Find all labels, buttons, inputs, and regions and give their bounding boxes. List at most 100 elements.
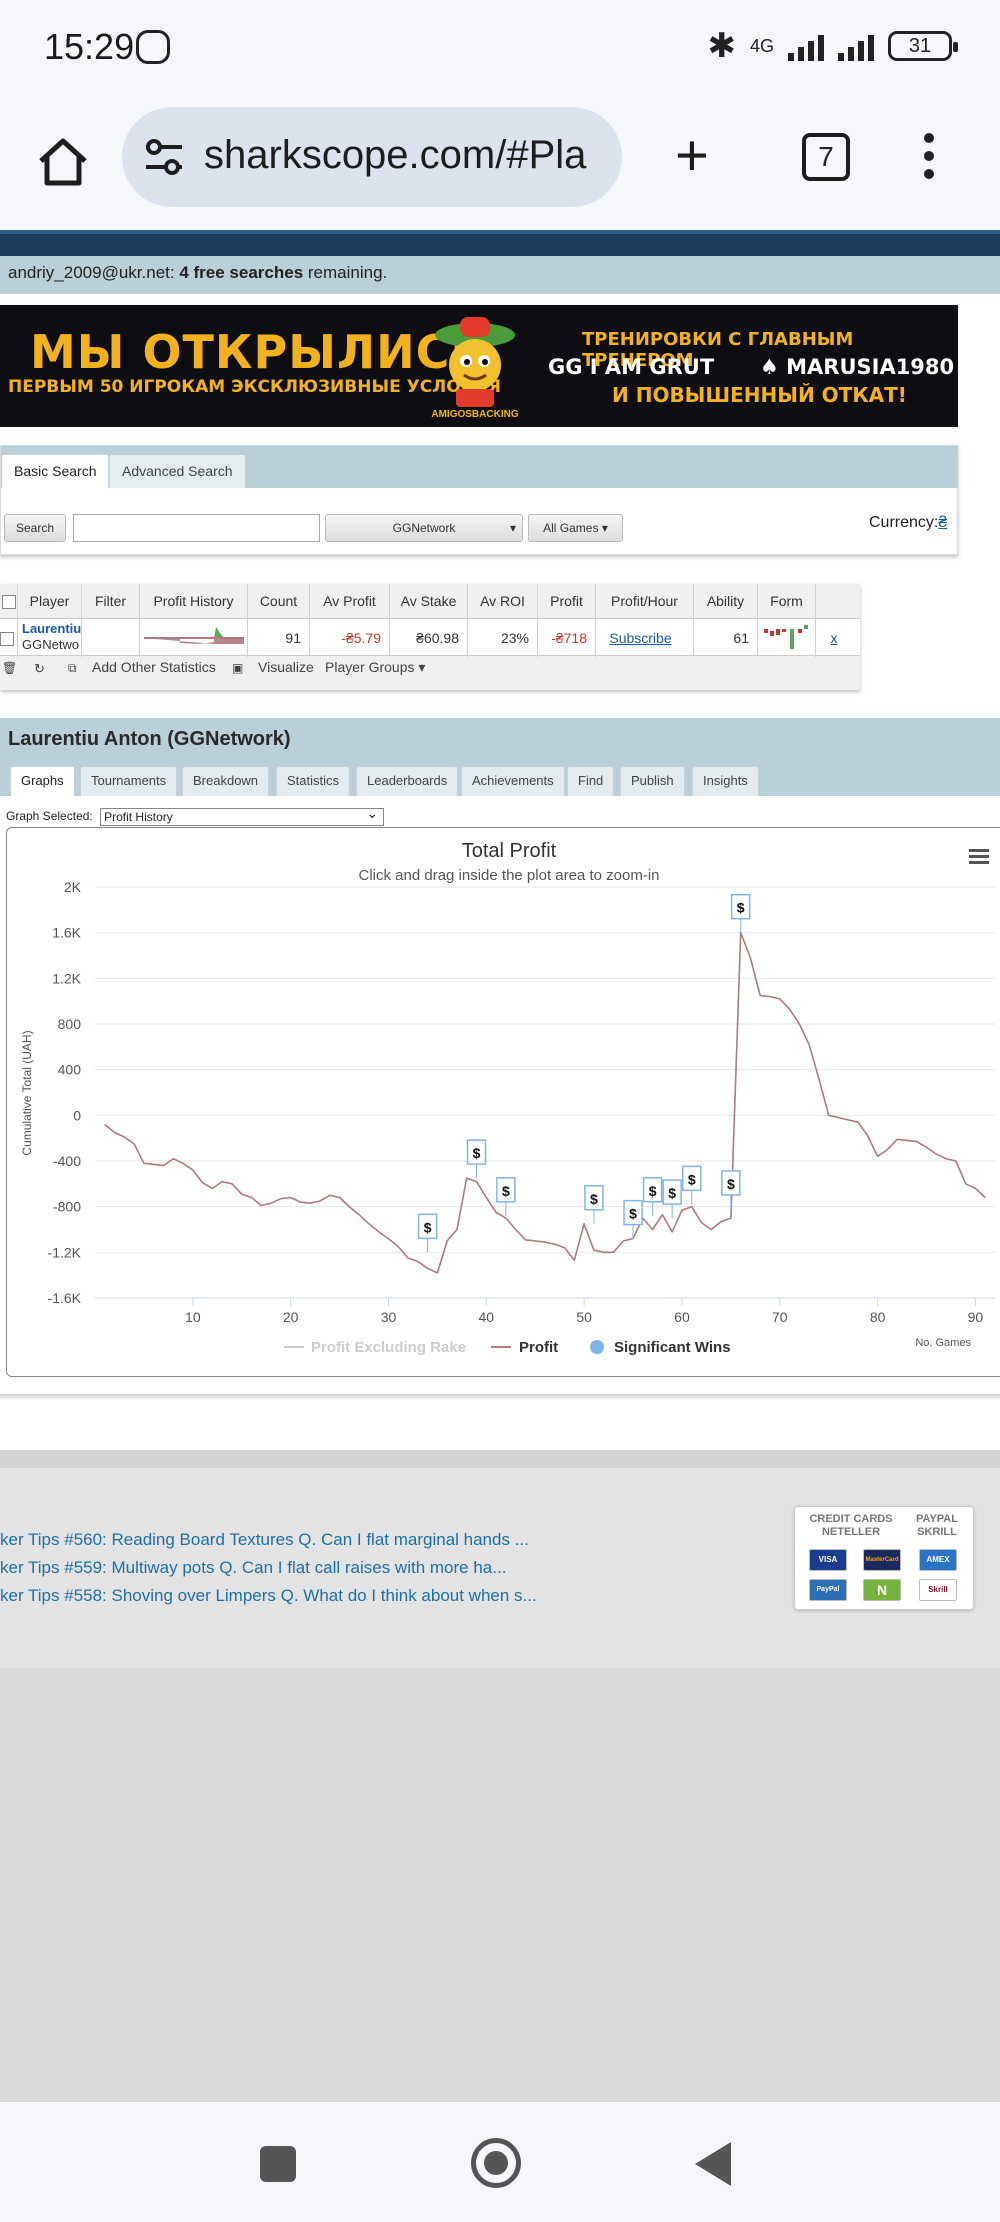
flag-label: $ — [473, 1145, 481, 1161]
filter-cell — [82, 619, 140, 657]
col-player[interactable]: Player — [18, 584, 82, 618]
tab-switcher-button[interactable]: 7 — [802, 133, 850, 181]
visualize-icon[interactable]: ▣ — [232, 661, 244, 675]
flag-box — [721, 1170, 741, 1196]
y-tick-label: -1.2K — [48, 1244, 82, 1260]
footer-link-560[interactable]: ker Tips #560: Reading Board Textures Q.… — [0, 1530, 529, 1549]
legend-wins-swatch — [590, 1340, 604, 1354]
currency-label: Currency: — [869, 514, 939, 531]
status-icons: ✱ 4G 31 — [707, 26, 958, 66]
player-groups-label: Player Groups — [325, 659, 415, 675]
legend-significant-wins[interactable]: Significant Wins — [614, 1339, 731, 1356]
add-stats-button[interactable]: Add Other Statistics — [92, 659, 216, 675]
x-tick-label: 30 — [381, 1309, 397, 1325]
site-settings-icon[interactable] — [142, 137, 186, 177]
significant-win-flag[interactable]: $ — [417, 1213, 438, 1253]
bluetooth-icon: ✱ — [707, 27, 736, 65]
table-row[interactable]: Laurentiu GGNetwo 91 -₴5.79 ₴60.98 23% -… — [0, 618, 860, 657]
new-tab-icon[interactable]: + — [675, 123, 709, 188]
tab-statistics[interactable]: Statistics — [276, 766, 351, 796]
col-av-roi[interactable]: Av ROI — [468, 584, 538, 618]
significant-win-flag[interactable]: $ — [496, 1177, 516, 1216]
significant-win-flag[interactable]: $ — [721, 1170, 741, 1209]
graph-select[interactable]: Profit History — [100, 805, 385, 826]
tab-publish[interactable]: Publish — [620, 766, 685, 796]
games-select[interactable]: All Games ▾ — [528, 514, 623, 542]
col-ability[interactable]: Ability — [694, 584, 758, 618]
chart-menu-icon[interactable] — [969, 849, 989, 864]
significant-win-flag[interactable]: $ — [466, 1139, 487, 1179]
tab-insights[interactable]: Insights — [692, 766, 759, 796]
recents-button[interactable] — [260, 2146, 296, 2182]
legend-profit[interactable]: Profit — [519, 1339, 558, 1356]
significant-win-flag[interactable]: $ — [584, 1185, 604, 1224]
flag-label: $ — [668, 1185, 676, 1201]
significant-win-flag[interactable]: $ — [642, 1177, 663, 1216]
footer-link-558[interactable]: ker Tips #558: Shoving over Limpers Q. W… — [0, 1586, 537, 1605]
player-title: Laurentiu Anton (GGNetwork) — [8, 728, 291, 750]
significant-win-flag[interactable]: $ — [730, 893, 751, 933]
col-filter[interactable]: Filter — [82, 584, 140, 618]
search-input[interactable] — [73, 514, 320, 542]
url-text[interactable]: sharkscope.com/#Pla — [204, 133, 587, 177]
significant-win-flag[interactable]: $ — [681, 1165, 702, 1205]
player-cell[interactable]: Laurentiu GGNetwo — [18, 619, 82, 657]
network-select[interactable]: GGNetwork ▾ — [325, 514, 523, 542]
currency-link[interactable]: ₴ — [938, 514, 948, 531]
profit-chart[interactable]: Total Profit Click and drag inside the p… — [6, 827, 1000, 1377]
tab-graphs[interactable]: Graphs — [10, 766, 75, 796]
payment-label-right: PAYPAL SKRILL — [916, 1513, 958, 1538]
row-checkbox[interactable] — [0, 619, 18, 657]
col-av-profit[interactable]: Av Profit — [310, 584, 390, 618]
tab-tournaments[interactable]: Tournaments — [80, 766, 178, 796]
address-bar[interactable]: sharkscope.com/#Pla — [122, 107, 622, 207]
legend-rake[interactable]: Profit Excluding Rake — [311, 1339, 466, 1356]
trash-icon[interactable]: 🗑 — [2, 661, 18, 675]
player-groups-button[interactable]: Player Groups ▾ — [325, 659, 425, 676]
search-button[interactable]: Search — [4, 514, 66, 542]
tab-basic-search[interactable]: Basic Search — [1, 454, 110, 488]
tab-leaderboards[interactable]: Leaderboards — [356, 766, 459, 796]
ad-banner[interactable]: МЫ ОТКРЫЛИСЬ ПЕРВЫМ 50 ИГРОКАМ ЭКСКЛЮЗИВ… — [0, 305, 958, 427]
col-form[interactable]: Form — [758, 584, 816, 618]
amex-icon: AMEX — [919, 1549, 957, 1571]
overflow-menu-icon[interactable] — [918, 133, 940, 183]
tab-achievements[interactable]: Achievements — [461, 766, 565, 796]
chevron-down-icon: ▾ — [418, 659, 426, 675]
visualize-button[interactable]: Visualize — [258, 659, 314, 675]
chart-canvas[interactable]: Total Profit Click and drag inside the p… — [7, 828, 1000, 1378]
chart-title: Total Profit — [462, 840, 557, 862]
browser-toolbar: sharkscope.com/#Pla + 7 — [0, 95, 1000, 230]
tab-breakdown[interactable]: Breakdown — [182, 766, 270, 796]
home-button[interactable] — [471, 2138, 521, 2188]
y-tick-label: 0 — [73, 1107, 81, 1123]
tab-advanced-search[interactable]: Advanced Search — [109, 454, 246, 488]
graph-selected-label: Graph Selected: — [6, 809, 93, 824]
add-stats-icon[interactable]: ⧉ — [68, 661, 77, 675]
col-count[interactable]: Count — [248, 584, 310, 618]
col-av-stake[interactable]: Av Stake — [390, 584, 468, 618]
refresh-icon[interactable]: ↻ — [34, 661, 45, 676]
player-name-link[interactable]: Laurentiu — [22, 621, 82, 636]
col-profit[interactable]: Profit — [538, 584, 596, 618]
x-tick-label: 50 — [576, 1309, 592, 1325]
player-results-table: Player Filter Profit History Count Av Pr… — [0, 584, 860, 690]
av-roi-cell: 23% — [468, 619, 538, 657]
remove-player-link[interactable]: x — [830, 630, 838, 646]
search-panel: Basic Search Advanced Search Search GGNe… — [0, 445, 958, 555]
select-all-checkbox[interactable] — [0, 584, 18, 618]
chevron-down-icon: ▾ — [601, 521, 608, 535]
tab-find[interactable]: Find — [567, 766, 615, 796]
series-line-profit[interactable] — [104, 931, 986, 1274]
y-tick-label: -800 — [53, 1199, 81, 1215]
back-button[interactable] — [695, 2142, 731, 2186]
subscribe-link[interactable]: Subscribe — [596, 619, 694, 657]
signal-icon — [788, 31, 824, 61]
significant-win-flag[interactable]: $ — [623, 1199, 643, 1239]
significant-win-flag[interactable]: $ — [662, 1179, 682, 1219]
col-profit-hour[interactable]: Profit/Hour — [596, 584, 694, 618]
col-profit-history[interactable]: Profit History — [140, 584, 248, 618]
footer-link-559[interactable]: ker Tips #559: Multiway pots Q. Can I fl… — [0, 1558, 507, 1577]
home-icon[interactable] — [36, 135, 90, 189]
flag-box — [417, 1213, 438, 1240]
